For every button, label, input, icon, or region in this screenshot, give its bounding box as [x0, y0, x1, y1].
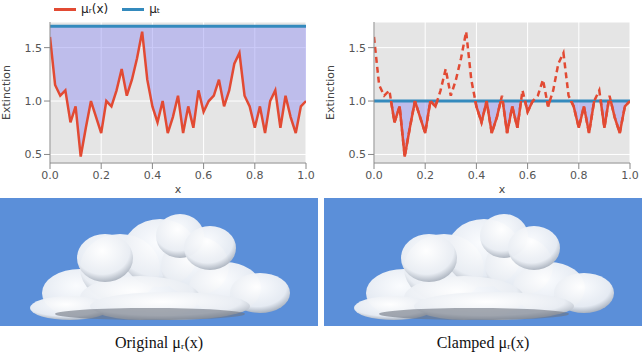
svg-text:0.4: 0.4 — [468, 169, 486, 182]
svg-text:x: x — [175, 183, 182, 195]
svg-text:x: x — [499, 183, 506, 195]
svg-text:0.5: 0.5 — [349, 148, 367, 161]
svg-text:0.2: 0.2 — [92, 169, 110, 182]
svg-text:Extinction: Extinction — [0, 65, 13, 120]
html-text:μᵣ(x): μᵣ(x) — [81, 2, 109, 16]
svg-text:0.5: 0.5 — [25, 148, 43, 161]
svg-text:0.2: 0.2 — [416, 169, 434, 182]
html-text:μₜ: μₜ — [149, 2, 161, 16]
svg-text:1.0: 1.0 — [621, 169, 639, 182]
svg-text:0.6: 0.6 — [195, 169, 213, 182]
svg-text:1.0: 1.0 — [297, 169, 315, 182]
html-text:Original μᵣ(x): Original μᵣ(x) — [114, 334, 204, 351]
svg-text:0.8: 0.8 — [570, 169, 588, 182]
svg-text:0.6: 0.6 — [519, 169, 537, 182]
svg-text:1.5: 1.5 — [349, 42, 367, 55]
svg-text:Extinction: Extinction — [324, 65, 337, 120]
svg-text:0.8: 0.8 — [246, 169, 264, 182]
svg-text:0.0: 0.0 — [41, 169, 59, 182]
svg-text:1.0: 1.0 — [349, 95, 367, 108]
html-text:Clamped μᵣ(x): Clamped μᵣ(x) — [436, 334, 530, 351]
svg-text:1.5: 1.5 — [25, 42, 43, 55]
svg-text:0.4: 0.4 — [144, 169, 162, 182]
svg-text:1.0: 1.0 — [25, 95, 43, 108]
svg-text:0.0: 0.0 — [365, 169, 383, 182]
